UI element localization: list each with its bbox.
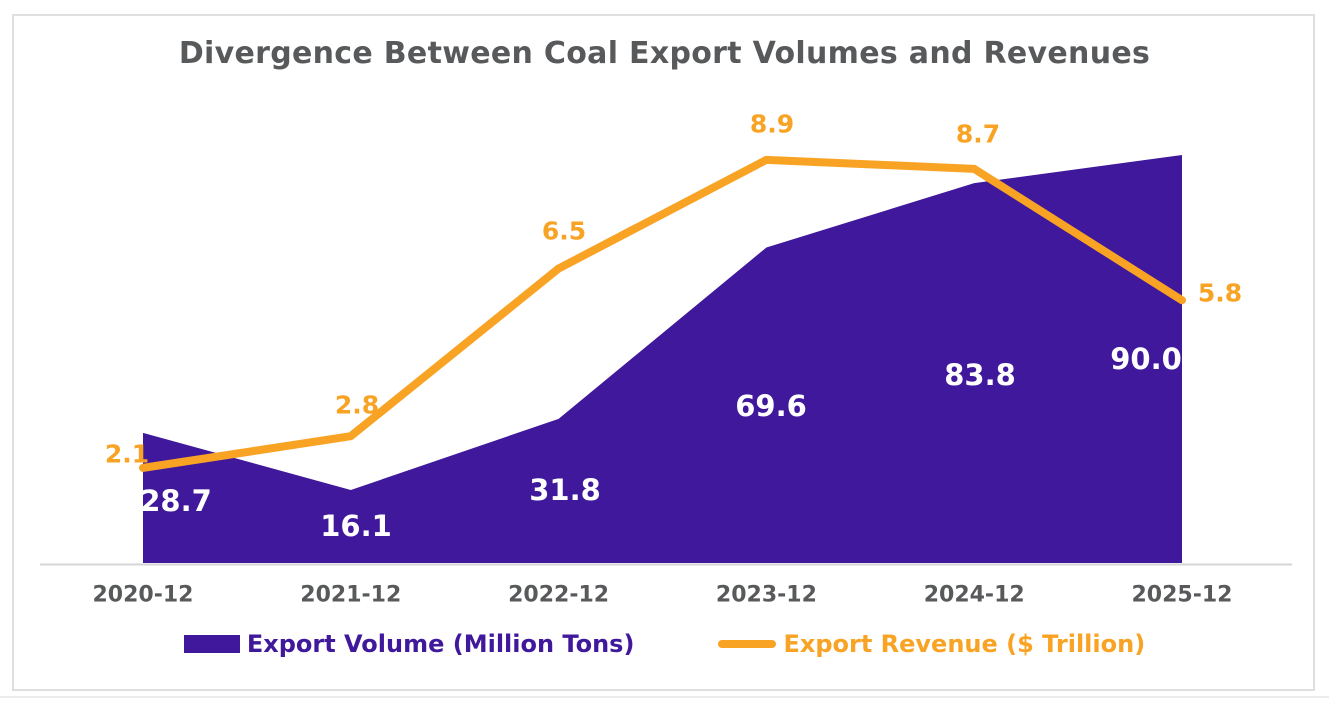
legend-item-export-revenue: Export Revenue ($ Trillion): [718, 630, 1145, 658]
x-tick-label: 2021-12: [300, 583, 401, 608]
export-revenue-data-label: 2.1: [105, 440, 149, 469]
export-volume-data-label: 69.6: [735, 389, 807, 423]
export-volume-data-label: 31.8: [529, 473, 601, 507]
x-tick-label: 2020-12: [93, 583, 194, 608]
export-volume-data-label: 83.8: [944, 358, 1016, 392]
export-revenue-data-label: 5.8: [1198, 279, 1242, 308]
legend-label-export-revenue: Export Revenue ($ Trillion): [783, 630, 1146, 658]
chart-title: Divergence Between Coal Export Volumes a…: [178, 36, 1151, 71]
export-revenue-data-label: 8.9: [750, 110, 794, 139]
x-tick-label: 2022-12: [508, 583, 609, 608]
export-revenue-swatch-icon: [718, 640, 777, 648]
export-volume-data-label: 90.0: [1110, 342, 1182, 376]
export-volume-area-shape: [143, 155, 1182, 563]
x-tick-label: 2023-12: [716, 583, 817, 608]
export-revenue-data-label: 8.7: [956, 120, 1000, 149]
legend: Export Volume (Million Tons) Export Reve…: [0, 630, 1329, 658]
export-revenue-line-shape: [139, 155, 1186, 472]
export-volume-swatch-icon: [183, 635, 240, 653]
export-revenue-data-label: 6.5: [542, 217, 586, 246]
page-bottom-divider: [0, 696, 1329, 698]
legend-label-export-volume: Export Volume (Million Tons): [246, 630, 635, 658]
legend-item-export-volume: Export Volume (Million Tons): [183, 630, 635, 658]
export-revenue-data-label: 2.8: [335, 391, 379, 420]
export-volume-data-label: 28.7: [140, 484, 212, 518]
x-tick-label: 2025-12: [1132, 583, 1233, 608]
export-volume-data-label: 16.1: [320, 509, 392, 543]
x-tick-label: 2024-12: [924, 583, 1025, 608]
